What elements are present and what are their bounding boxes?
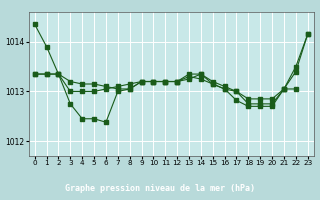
Text: Graphe pression niveau de la mer (hPa): Graphe pression niveau de la mer (hPa) xyxy=(65,184,255,193)
